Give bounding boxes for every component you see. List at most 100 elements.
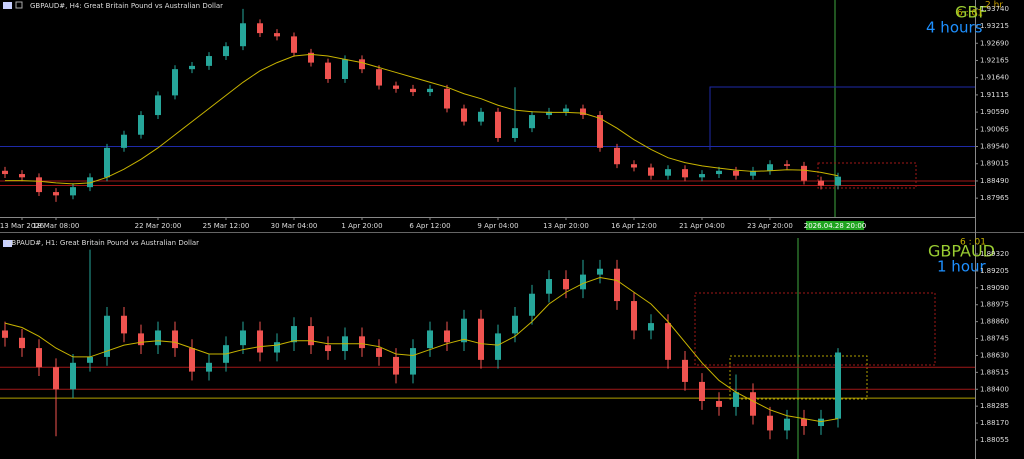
y-tick-label: 1.89320 (980, 250, 1009, 258)
y-tick-label: 1.88170 (980, 419, 1009, 427)
candle-body (87, 177, 93, 188)
candle-body (784, 164, 790, 166)
candle-body (291, 36, 297, 53)
candle-body (155, 95, 161, 116)
candle-body (461, 108, 467, 122)
candle-body (682, 169, 688, 178)
moving-average (5, 53, 839, 185)
candle-body (733, 392, 739, 407)
candle-body (121, 134, 127, 148)
candle-body (546, 279, 552, 294)
candle-body (529, 293, 535, 316)
y-tick-label: 1.88490 (980, 177, 1009, 185)
candle-body (444, 88, 450, 109)
candle-body (240, 23, 246, 47)
candle-body (257, 23, 263, 34)
candle-body (716, 170, 722, 175)
candle-body (614, 147, 620, 165)
y-tick-label: 1.91640 (980, 74, 1009, 82)
x-tick-label: 23 Apr 20:00 (747, 222, 793, 230)
candle-body (614, 268, 620, 302)
candle-body (750, 170, 756, 176)
candle-body (376, 69, 382, 86)
candle-body (53, 192, 59, 196)
x-tick-label: 22 Mar 20:00 (135, 222, 182, 230)
candle-body (461, 318, 467, 343)
chart-title: GBPAUD#, H1: Great Britain Pound vs Aust… (6, 239, 199, 247)
candle-body (699, 381, 705, 402)
x-tick-label: 16 Apr 12:00 (611, 222, 657, 230)
candle-body (631, 301, 637, 331)
candle-body (138, 333, 144, 346)
timeframe-label: 4 hours (926, 19, 983, 37)
candle-body (36, 348, 42, 368)
candle-body (682, 359, 688, 382)
y-tick-label: 1.88745 (980, 335, 1009, 343)
y-tick-label: 1.89015 (980, 160, 1009, 168)
y-tick-label: 1.88400 (980, 385, 1009, 393)
y-tick-label: 1.88515 (980, 368, 1009, 376)
candle-body (580, 274, 586, 290)
candle-body (393, 356, 399, 375)
candle-body (597, 268, 603, 275)
candle-body (376, 348, 382, 357)
y-tick-label: 1.88055 (980, 436, 1009, 444)
candle-body (240, 330, 246, 346)
candle-body (308, 326, 314, 346)
candle-body (2, 170, 8, 175)
cursor-label-box (806, 221, 864, 230)
candle-body (206, 362, 212, 372)
chart-title: GBPAUD#, H4: Great Britain Pound vs Aust… (30, 2, 223, 10)
candle-body (699, 174, 705, 178)
zone-box (694, 292, 936, 366)
candle-body (325, 62, 331, 79)
candle-body (597, 115, 603, 148)
y-tick-label: 1.88860 (980, 318, 1009, 326)
candle-body (648, 323, 654, 331)
y-tick-label: 1.92690 (980, 39, 1009, 47)
y-tick-label: 1.89540 (980, 143, 1009, 151)
candle-body (172, 69, 178, 96)
candle-body (393, 85, 399, 89)
candle-body (835, 176, 841, 186)
candle-body (223, 46, 229, 57)
y-tick-label: 1.93740 (980, 5, 1009, 13)
x-tick-label: 9 Apr 04:00 (477, 222, 518, 230)
candle-body (801, 418, 807, 427)
zone-box (817, 162, 917, 189)
y-tick-label: 1.93215 (980, 22, 1009, 30)
candle-body (257, 330, 263, 353)
candle-body (70, 187, 76, 196)
candle-body (444, 330, 450, 343)
candle-body (427, 88, 433, 93)
candle-body (172, 330, 178, 349)
candle-body (121, 315, 127, 334)
zone-box (729, 355, 868, 400)
candle-body (359, 336, 365, 349)
candle-body (53, 367, 59, 390)
candle-body (87, 356, 93, 363)
candle-body (410, 348, 416, 375)
candle-body (308, 52, 314, 63)
y-tick-label: 1.91115 (980, 91, 1009, 99)
candle-body (104, 315, 110, 357)
y-tick-label: 1.88285 (980, 402, 1009, 410)
candle-body (104, 147, 110, 178)
candle-body (189, 348, 195, 372)
symbol-label: GBF (955, 3, 988, 22)
y-tick-label: 1.88630 (980, 351, 1009, 359)
flag-icon (3, 2, 12, 9)
countdown-label: 2 hr (985, 1, 1003, 11)
candle-body (138, 115, 144, 135)
candle-body (495, 333, 501, 360)
candle-body (784, 418, 790, 431)
x-tick-label: 30 Mar 04:00 (271, 222, 318, 230)
candle-body (19, 337, 25, 349)
candle-body (36, 177, 42, 193)
candle-body (665, 169, 671, 176)
x-tick-label: 13 Mar 2026 (0, 222, 45, 230)
candle-body (563, 279, 569, 290)
x-tick-label: 6 Apr 12:00 (409, 222, 450, 230)
candle-body (563, 108, 569, 112)
